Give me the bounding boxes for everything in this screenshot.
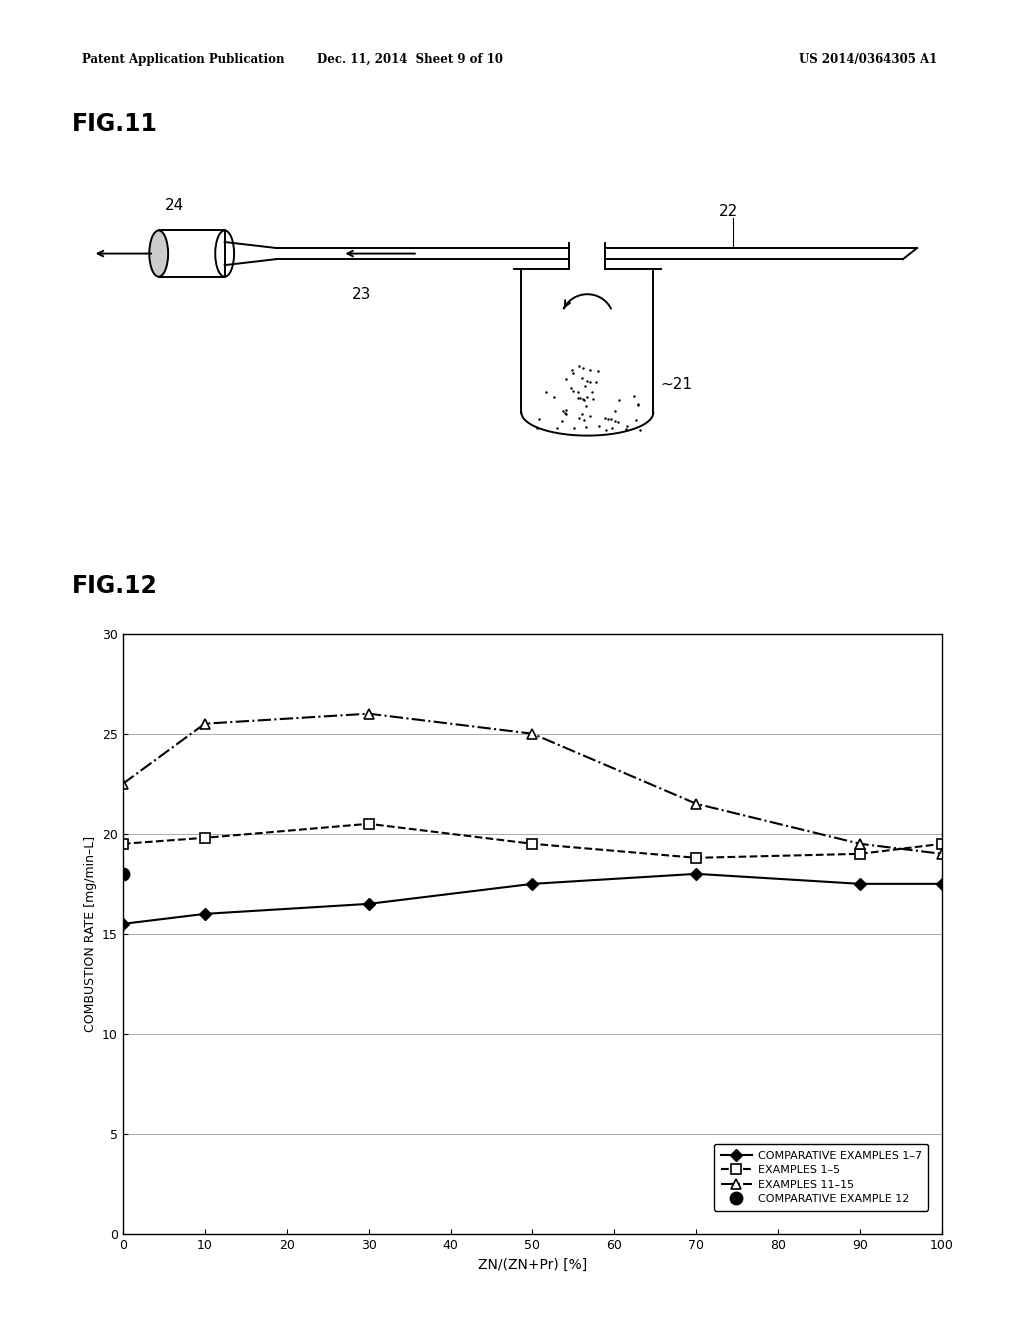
Text: Patent Application Publication: Patent Application Publication (82, 53, 285, 66)
EXAMPLES 1–5 (936, 836, 948, 851)
EXAMPLES 11–15 (936, 846, 948, 862)
COMPARATIVE EXAMPLES 1–7 (690, 866, 702, 882)
Legend: COMPARATIVE EXAMPLES 1–7, EXAMPLES 1–5, EXAMPLES 11–15, COMPARATIVE EXAMPLE 12: COMPARATIVE EXAMPLES 1–7, EXAMPLES 1–5, … (714, 1144, 929, 1210)
EXAMPLES 11–15 (690, 796, 702, 812)
COMPARATIVE EXAMPLES 1–7 (526, 876, 539, 892)
X-axis label: ZN/(ZN+Pr) [%]: ZN/(ZN+Pr) [%] (478, 1258, 587, 1271)
Text: 24: 24 (165, 198, 184, 213)
Y-axis label: COMBUSTION RATE [mg/min–L]: COMBUSTION RATE [mg/min–L] (84, 836, 96, 1032)
EXAMPLES 11–15 (362, 706, 375, 722)
Text: FIG.12: FIG.12 (72, 574, 158, 598)
COMPARATIVE EXAMPLES 1–7 (936, 876, 948, 892)
Text: US 2014/0364305 A1: US 2014/0364305 A1 (799, 53, 937, 66)
Bar (159, 231, 224, 277)
COMPARATIVE EXAMPLES 1–7 (117, 916, 129, 932)
Text: Dec. 11, 2014  Sheet 9 of 10: Dec. 11, 2014 Sheet 9 of 10 (316, 53, 503, 66)
COMPARATIVE EXAMPLES 1–7 (199, 906, 211, 921)
EXAMPLES 1–5 (854, 846, 866, 862)
EXAMPLES 11–15 (199, 715, 211, 731)
COMPARATIVE EXAMPLES 1–7 (854, 876, 866, 892)
EXAMPLES 11–15 (117, 776, 129, 792)
Text: ~21: ~21 (660, 378, 693, 392)
EXAMPLES 1–5 (199, 830, 211, 846)
Text: 23: 23 (351, 286, 371, 302)
EXAMPLES 1–5 (690, 850, 702, 866)
Ellipse shape (150, 231, 168, 277)
EXAMPLES 11–15 (854, 836, 866, 851)
Line: EXAMPLES 11–15: EXAMPLES 11–15 (118, 709, 947, 859)
Text: 22: 22 (719, 203, 738, 219)
EXAMPLES 11–15 (526, 726, 539, 742)
Text: FIG.11: FIG.11 (72, 112, 158, 136)
Line: EXAMPLES 1–5: EXAMPLES 1–5 (118, 818, 947, 863)
COMPARATIVE EXAMPLES 1–7 (362, 896, 375, 912)
EXAMPLES 1–5 (362, 816, 375, 832)
Line: COMPARATIVE EXAMPLES 1–7: COMPARATIVE EXAMPLES 1–7 (119, 870, 946, 928)
EXAMPLES 1–5 (117, 836, 129, 851)
EXAMPLES 1–5 (526, 836, 539, 851)
